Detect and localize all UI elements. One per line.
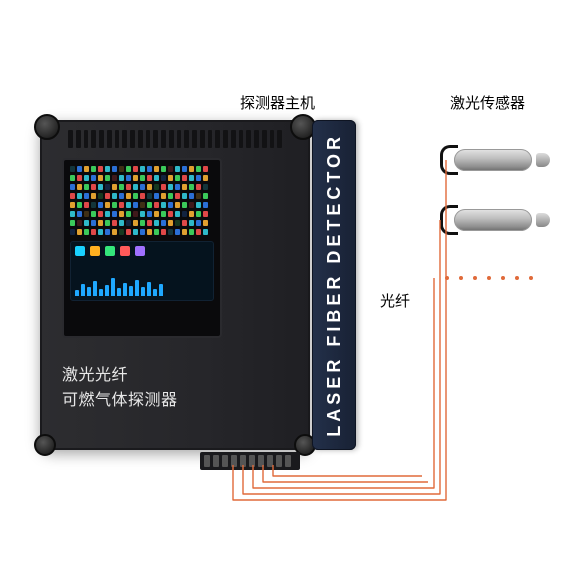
host-text-line1: 激光光纤	[62, 364, 178, 389]
host-spine-label: LASER FIBER DETECTOR	[312, 120, 356, 450]
host-vent-grill	[68, 130, 282, 148]
host-display-panel	[62, 158, 222, 338]
laser-sensor-1	[440, 145, 550, 175]
touch-subscreen	[70, 241, 214, 301]
laser-sensor-2	[440, 205, 550, 235]
detector-host: 激光光纤 可燃气体探测器	[40, 120, 310, 450]
spine-text: LASER FIBER DETECTOR	[324, 133, 345, 437]
label-fiber: 光纤	[380, 290, 410, 311]
host-product-name: 激光光纤 可燃气体探测器	[62, 364, 178, 414]
label-sensor: 激光传感器	[450, 92, 525, 113]
fiber-connector-block	[200, 452, 300, 470]
label-host: 探测器主机	[240, 92, 315, 113]
sensor-ellipsis-dots	[445, 276, 533, 280]
led-indicator-grid	[70, 166, 214, 235]
host-text-line2: 可燃气体探测器	[62, 389, 178, 414]
